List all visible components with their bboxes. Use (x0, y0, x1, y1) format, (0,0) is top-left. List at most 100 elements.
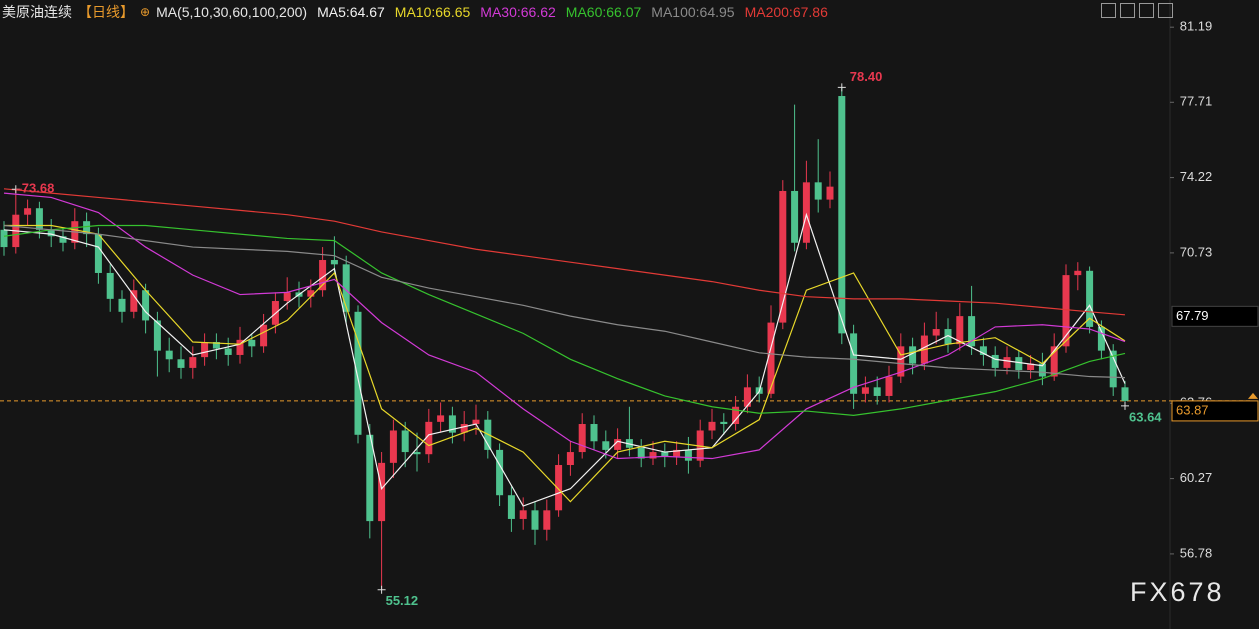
candle-body (531, 510, 539, 530)
candle-body (401, 430, 409, 453)
legend-item[interactable]: MA200:67.86 (744, 4, 828, 20)
candle-body (342, 264, 350, 312)
candle-body (991, 354, 999, 368)
candle-body (507, 495, 515, 519)
legend-item[interactable]: MA10:66.65 (394, 4, 471, 20)
candle-body (566, 452, 574, 466)
candle-body (956, 316, 964, 345)
legend-item[interactable]: MA60:66.07 (565, 4, 642, 20)
tool-button[interactable] (1158, 3, 1173, 18)
annotation-label: 73.68 (22, 181, 55, 196)
candle-body (932, 329, 940, 336)
candle-body (1050, 346, 1058, 377)
candle-body (496, 449, 504, 496)
extreme-marker (1121, 401, 1129, 410)
candle-body (897, 346, 905, 377)
candle-body (767, 322, 775, 394)
candle-body (791, 190, 799, 243)
candle-body (94, 234, 102, 273)
candle-body (189, 357, 197, 368)
y-tick-label: 81.19 (1180, 19, 1213, 34)
candle-body (1109, 350, 1117, 388)
candle-body (1086, 270, 1094, 327)
candle-body (413, 452, 421, 455)
candle-body (1074, 270, 1082, 276)
candle-body (909, 346, 917, 364)
candle-body (708, 421, 716, 431)
candle-body (684, 449, 692, 461)
candle-body (106, 272, 114, 299)
last-price-box (1171, 400, 1259, 422)
instrument-name: 美原油连续 (2, 4, 72, 20)
candle-body (779, 190, 787, 323)
candle-body (165, 350, 173, 360)
toolbar (1101, 3, 1173, 18)
candle-body (873, 387, 881, 396)
candle-body (555, 465, 563, 511)
candle-body (425, 421, 433, 455)
candle-body (283, 292, 291, 302)
watermark: FX678 (1130, 577, 1225, 607)
candle-body (637, 447, 645, 459)
candle-body (472, 419, 480, 425)
y-tick-label: 60.27 (1180, 470, 1213, 485)
candle-body (366, 434, 374, 522)
annotation-label: 78.40 (850, 69, 883, 84)
crosshair-box (1171, 305, 1259, 327)
tool-button[interactable] (1139, 3, 1154, 18)
y-tick-label: 70.73 (1180, 244, 1213, 259)
candle-body (543, 510, 551, 530)
candle-body (212, 342, 220, 349)
candle-body (743, 387, 751, 407)
candle-body (814, 182, 822, 200)
candle-body (319, 260, 327, 291)
extreme-marker (837, 83, 846, 92)
tool-button[interactable] (1120, 3, 1135, 18)
candle-body (24, 208, 32, 215)
candle-body (968, 316, 976, 347)
candle-body (448, 415, 456, 433)
candle-body (673, 449, 681, 457)
candle-body (649, 452, 657, 459)
candle-body (802, 182, 810, 243)
candle-body (59, 236, 67, 243)
tool-button[interactable] (1101, 3, 1116, 18)
candle-body (838, 96, 846, 334)
candle-body (1062, 275, 1070, 347)
candle-body (1027, 363, 1035, 371)
y-tick-label: 74.22 (1180, 169, 1213, 184)
extreme-marker (377, 585, 386, 594)
candle-body (378, 462, 386, 522)
candle-body (307, 290, 315, 297)
candle-body (330, 260, 338, 265)
candle-body (389, 430, 397, 463)
candle-body (1038, 363, 1046, 377)
y-tick-label: 77.71 (1180, 94, 1213, 109)
add-icon[interactable]: ⊕ (140, 5, 151, 19)
candle-body (885, 376, 893, 396)
candle-body (850, 333, 858, 394)
legend-item[interactable]: MA30:66.62 (480, 4, 556, 20)
candle-body (979, 346, 987, 355)
candle-body (236, 339, 244, 355)
last-price-label: 63.87 (1176, 402, 1209, 417)
y-tick-label: 56.78 (1180, 545, 1213, 560)
legend-item[interactable]: MA100:64.95 (651, 4, 735, 20)
ma-params: MA(5,10,30,60,100,200) (156, 4, 308, 20)
candle-body (224, 348, 232, 355)
candle-body (602, 441, 610, 450)
candle-body (590, 424, 598, 442)
candle-body (437, 415, 445, 422)
candle-body (661, 452, 669, 457)
candle-body (460, 424, 468, 433)
candle-body (35, 208, 43, 230)
candle-body (732, 406, 740, 425)
candle-body (614, 439, 622, 450)
ma-line (3, 212, 1126, 507)
candle-body (1097, 326, 1105, 351)
legend-item[interactable]: MA5:64.67 (317, 4, 385, 20)
candle-body (47, 229, 55, 237)
candle-body (118, 298, 126, 312)
